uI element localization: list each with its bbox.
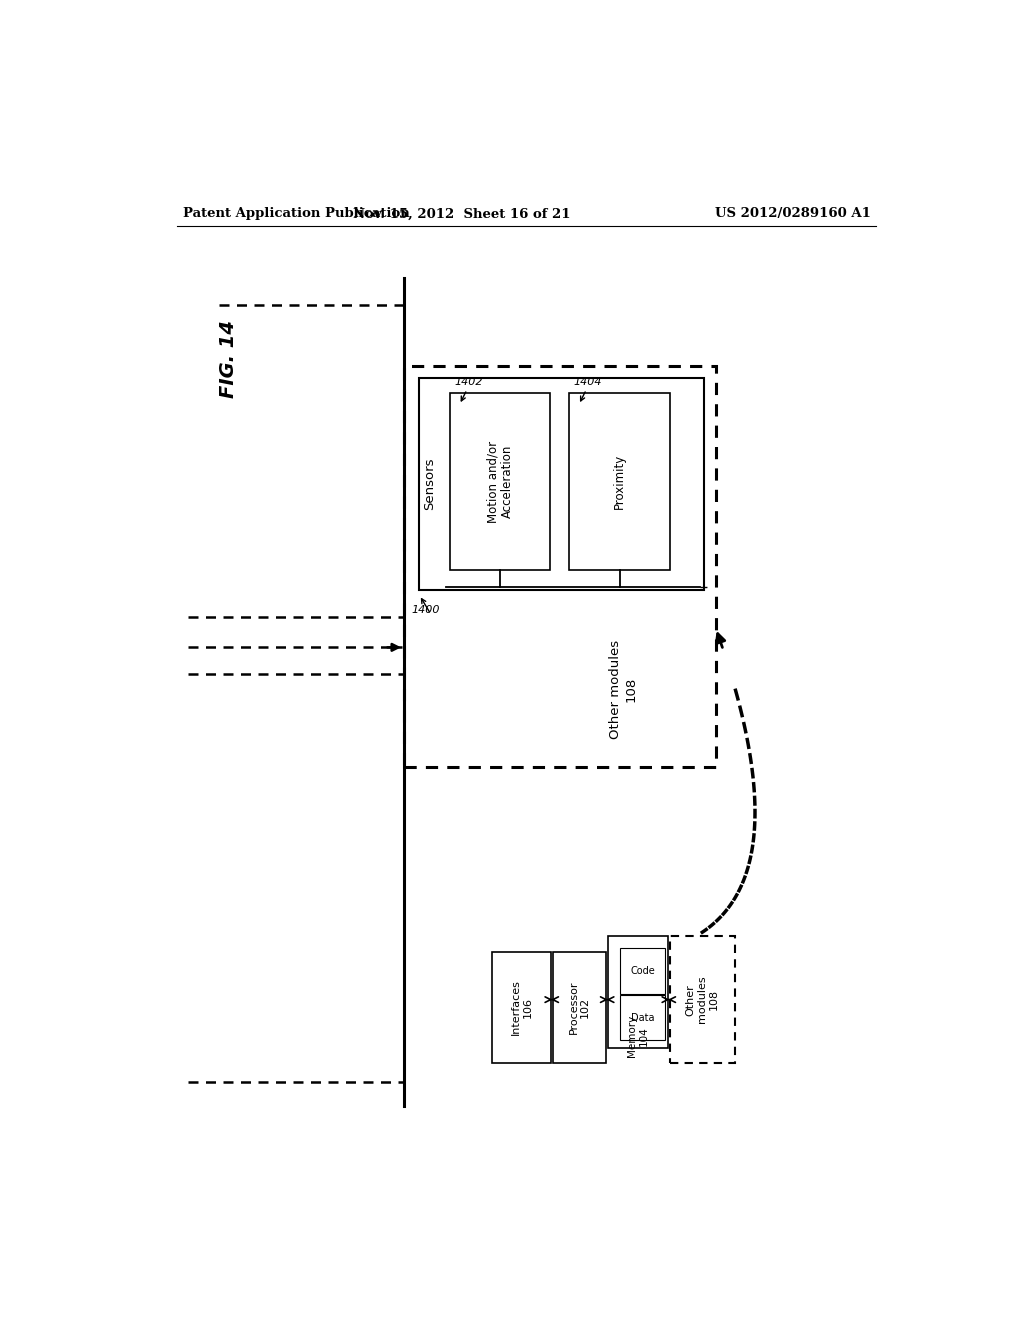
Bar	[621, 948, 665, 994]
Bar	[403, 367, 716, 767]
Text: 1404: 1404	[573, 378, 602, 387]
Bar	[569, 393, 670, 570]
Bar	[451, 393, 550, 570]
Text: Proximity: Proximity	[613, 454, 626, 510]
Text: Code: Code	[630, 966, 655, 975]
Bar	[553, 952, 606, 1063]
Text: 1402: 1402	[454, 378, 482, 387]
Bar	[493, 952, 551, 1063]
Text: Patent Application Publication: Patent Application Publication	[183, 207, 410, 220]
Text: FIG. 14: FIG. 14	[219, 321, 239, 399]
Text: Sensors: Sensors	[424, 458, 436, 510]
Text: Nov. 15, 2012  Sheet 16 of 21: Nov. 15, 2012 Sheet 16 of 21	[353, 207, 570, 220]
Text: 1400: 1400	[412, 606, 440, 615]
Text: Interfaces
106: Interfaces 106	[511, 979, 532, 1035]
Text: Other
modules
108: Other modules 108	[686, 975, 719, 1023]
Bar	[670, 936, 735, 1063]
Text: Data: Data	[631, 1012, 654, 1023]
Text: US 2012/0289160 A1: US 2012/0289160 A1	[716, 207, 871, 220]
Text: Processor
102: Processor 102	[568, 981, 590, 1034]
Text: Other modules
108: Other modules 108	[609, 640, 637, 739]
Text: Motion and/or
Acceleration: Motion and/or Acceleration	[486, 441, 514, 523]
Text: Memory
104: Memory 104	[627, 1015, 649, 1057]
Bar	[608, 936, 668, 1048]
Bar	[621, 995, 665, 1040]
Bar	[419, 378, 705, 590]
